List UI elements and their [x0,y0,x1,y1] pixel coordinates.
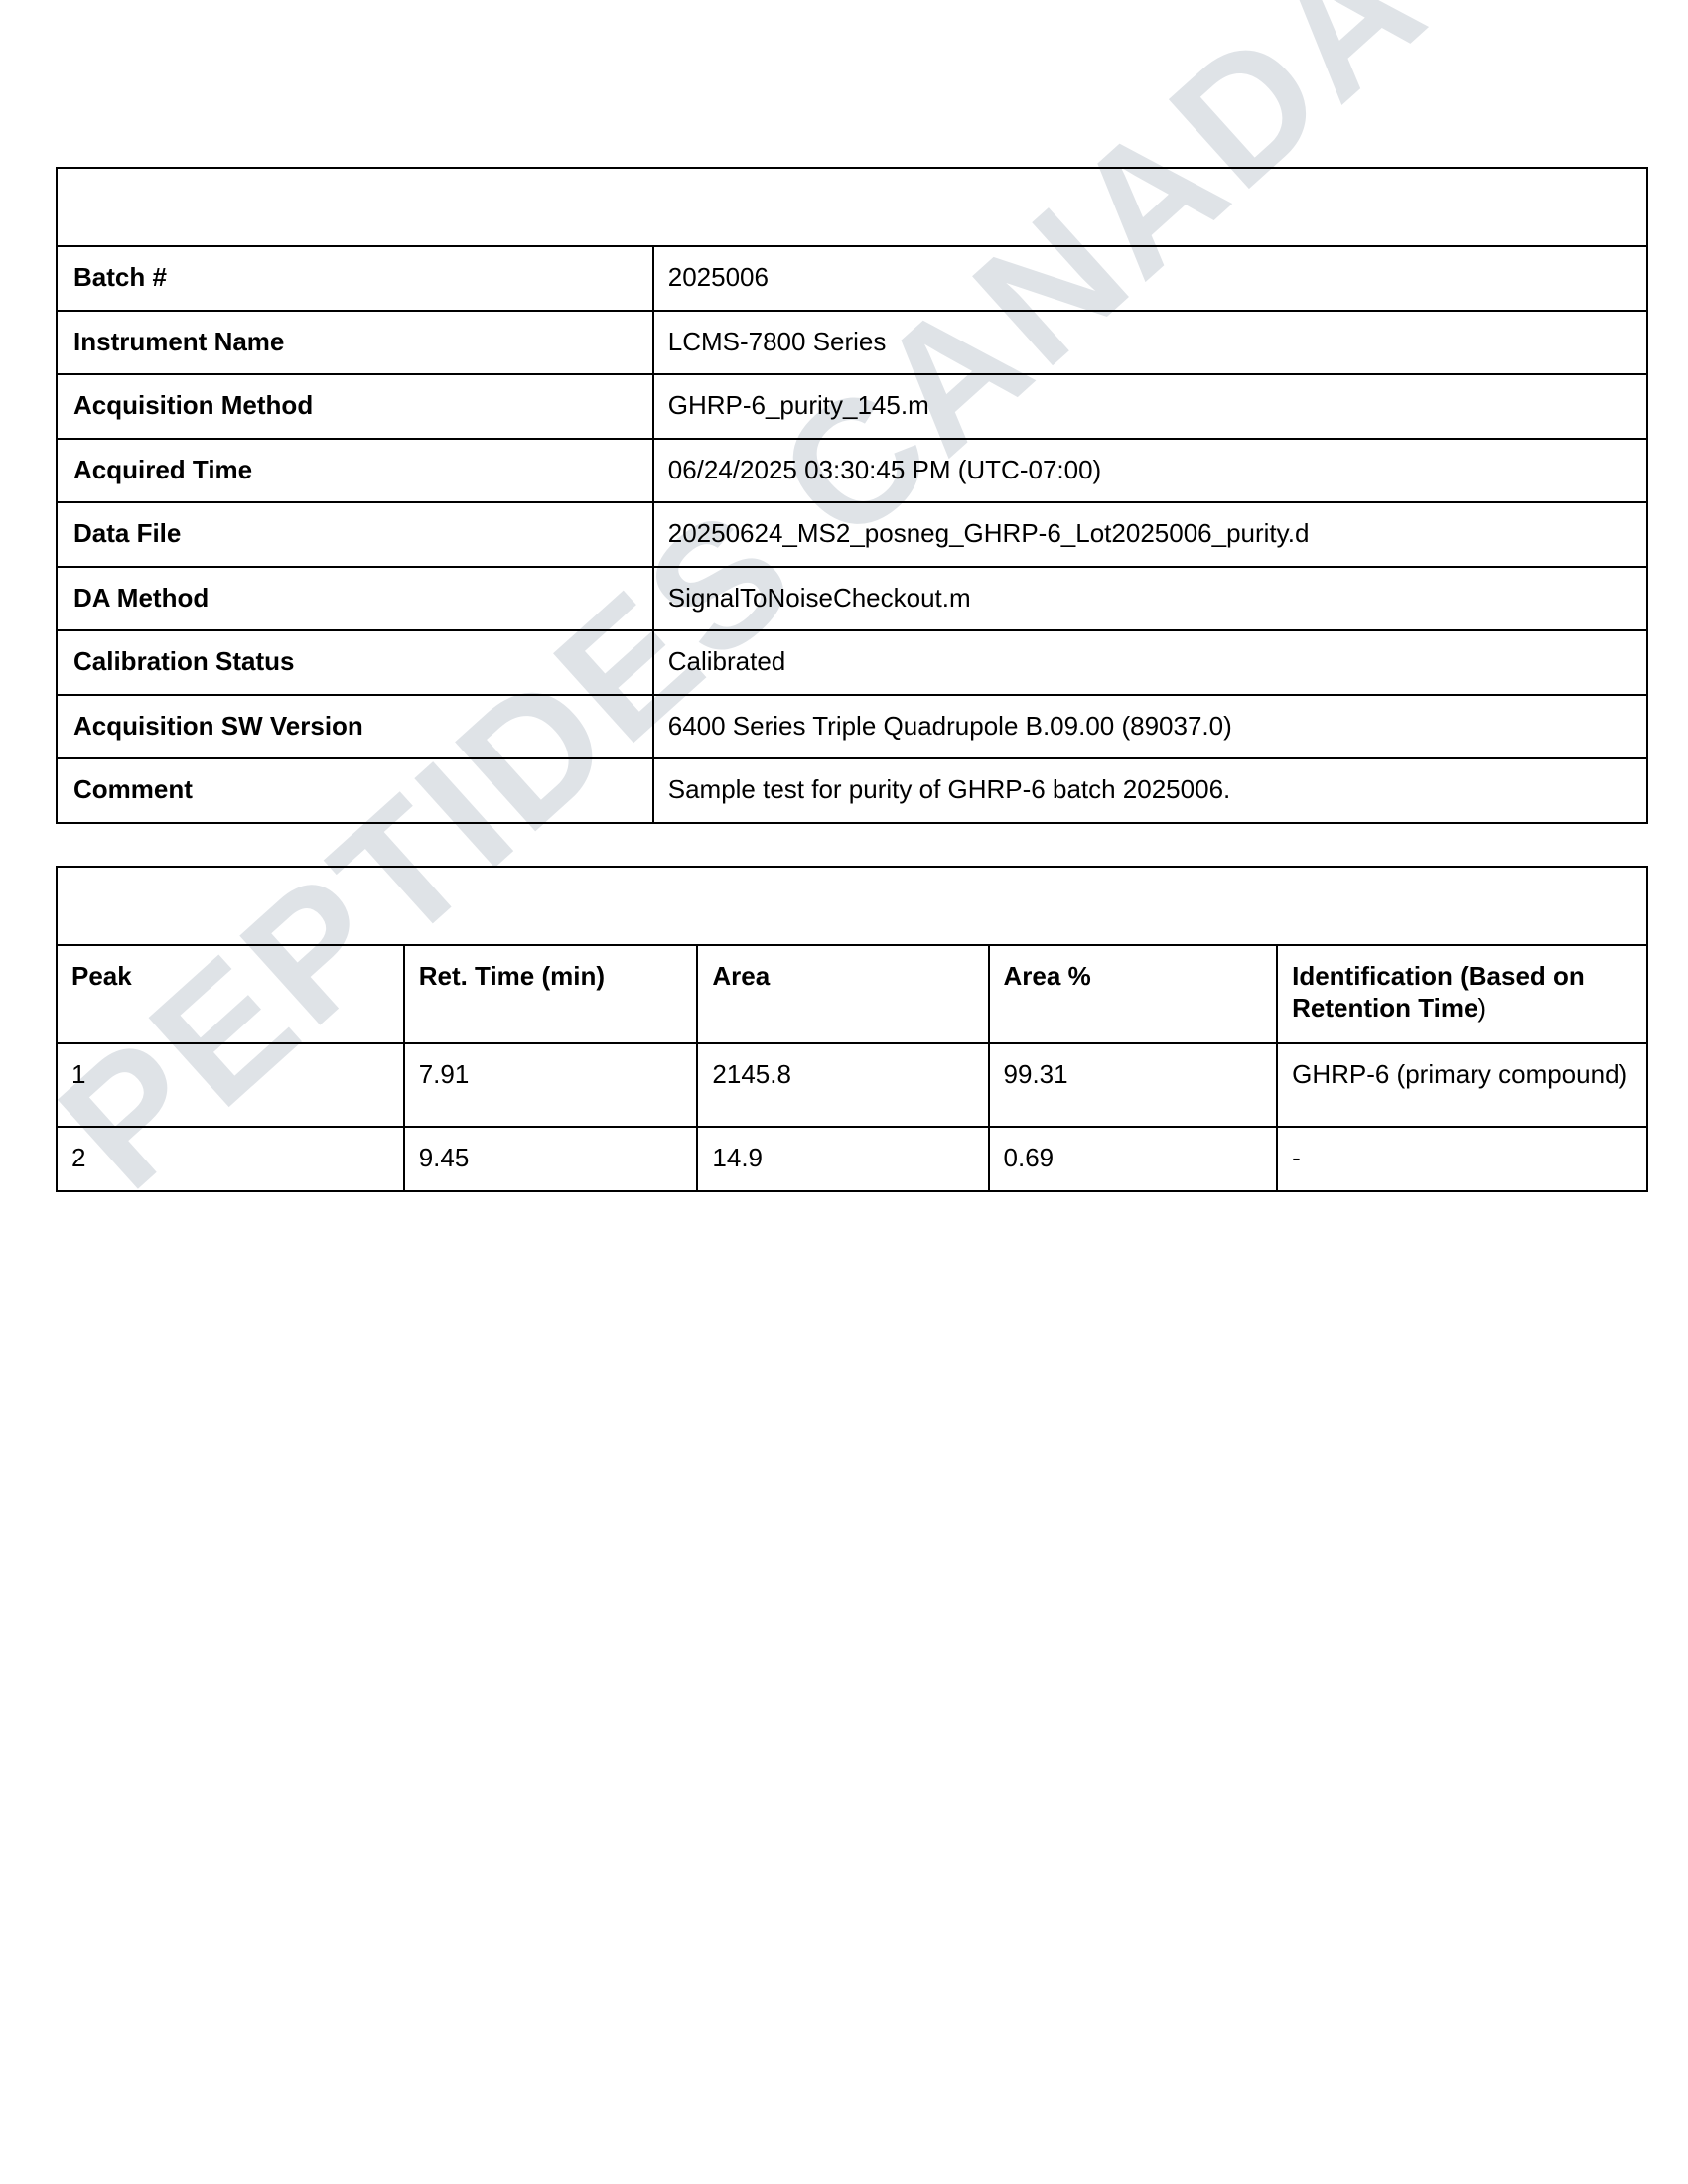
info-label-calibration-status: Calibration Status [56,629,654,696]
report-content: HPLC Analysis Information Batch # 202500… [56,167,1649,1192]
info-label-acquisition-sw-version: Acquisition SW Version [56,693,654,759]
info-label-comment: Comment [56,757,654,824]
column-header-identification: Identification (Based on Retention Time) [1276,943,1648,1044]
column-header-ret-time: Ret. Time (min) [402,943,699,1044]
cell-peak-2-identification: - [1276,1126,1648,1192]
info-label-acquired-time: Acquired Time [56,437,654,503]
info-table-title: HPLC Analysis Information [56,167,1648,247]
column-header-area: Area [696,943,990,1044]
hplc-analysis-information-table: HPLC Analysis Information Batch # 202500… [56,167,1649,824]
info-value-calibration-status: Calibrated [651,629,1649,696]
peak-list-table: Peak List Peak Ret. Time (min) Area Area… [56,865,1648,1192]
table-row: 2 9.45 14.9 0.69 - [56,1126,1648,1192]
info-value-comment: Sample test for purity of GHRP-6 batch 2… [651,757,1649,824]
info-label-data-file: Data File [56,501,654,568]
column-header-identification-paren: ) [1477,993,1487,1024]
table-row: Acquisition Method GHRP-6_purity_145.m [56,373,1649,440]
cell-peak-1-index: 1 [56,1042,405,1128]
peak-table-header-row: Peak Ret. Time (min) Area Area % Identif… [56,943,1648,1044]
table-row: Comment Sample test for purity of GHRP-6… [56,757,1649,824]
table-row: Acquired Time 06/24/2025 03:30:45 PM (UT… [56,437,1649,503]
info-label-batch: Batch # [56,245,654,312]
cell-peak-1-ret-time: 7.91 [402,1042,699,1128]
table-row: Instrument Name LCMS-7800 Series [56,309,1649,375]
cell-peak-1-area-percent: 99.31 [987,1042,1279,1128]
info-table-title-row: HPLC Analysis Information [56,167,1648,247]
column-header-peak: Peak [56,943,405,1044]
info-value-data-file: 20250624_MS2_posneg_GHRP-6_Lot2025006_pu… [651,501,1649,568]
table-row: Calibration Status Calibrated [56,629,1649,696]
column-header-area-percent: Area % [987,943,1279,1044]
cell-peak-2-ret-time: 9.45 [402,1126,699,1192]
info-value-da-method: SignalToNoiseCheckout.m [651,565,1649,631]
cell-peak-1-identification: GHRP-6 (primary compound) [1276,1042,1648,1128]
table-row: Acquisition SW Version 6400 Series Tripl… [56,693,1649,759]
info-label-instrument-name: Instrument Name [56,309,654,375]
info-value-batch: 2025006 [651,245,1649,312]
table-row: Batch # 2025006 [56,245,1649,312]
info-value-acquisition-method: GHRP-6_purity_145.m [651,373,1649,440]
info-value-instrument-name: LCMS-7800 Series [651,309,1649,375]
table-gap [56,824,1648,866]
cell-peak-2-index: 2 [56,1126,405,1192]
table-row: Data File 20250624_MS2_posneg_GHRP-6_Lot… [56,501,1649,568]
info-value-acquisition-sw-version: 6400 Series Triple Quadrupole B.09.00 (8… [651,693,1649,759]
cell-peak-2-area-percent: 0.69 [987,1126,1279,1192]
column-header-identification-bold: Identification (Based on Retention Time [1292,960,1585,1024]
info-value-acquired-time: 06/24/2025 03:30:45 PM (UTC-07:00) [651,437,1649,503]
table-row: 1 7.91 2145.8 99.31 GHRP-6 (primary comp… [56,1042,1648,1128]
info-label-da-method: DA Method [56,565,654,631]
cell-peak-1-area: 2145.8 [696,1042,990,1128]
table-row: DA Method SignalToNoiseCheckout.m [56,565,1649,631]
cell-peak-2-area: 14.9 [696,1126,990,1192]
info-label-acquisition-method: Acquisition Method [56,373,654,440]
peak-table-title: Peak List [56,865,1648,946]
peak-table-title-row: Peak List [56,865,1648,946]
